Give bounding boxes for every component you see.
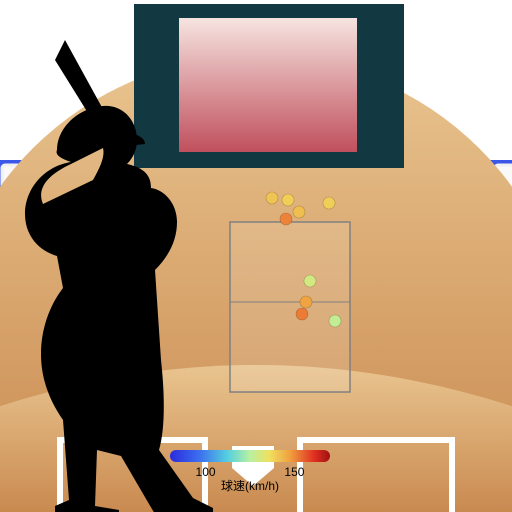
colorbar-tick: 150 [284,465,304,479]
scoreboard [134,4,404,168]
pitch-marker [329,315,341,327]
colorbar-label: 球速(km/h) [221,479,279,493]
pitch-marker [282,194,294,206]
pitch-marker [300,296,312,308]
pitch-marker [323,197,335,209]
pitch-marker [266,192,278,204]
strike-zone [230,222,350,392]
colorbar-tick: 100 [196,465,216,479]
pitch-marker [280,213,292,225]
pitch-marker [293,206,305,218]
pitch-marker [304,275,316,287]
pitch-marker [296,308,308,320]
